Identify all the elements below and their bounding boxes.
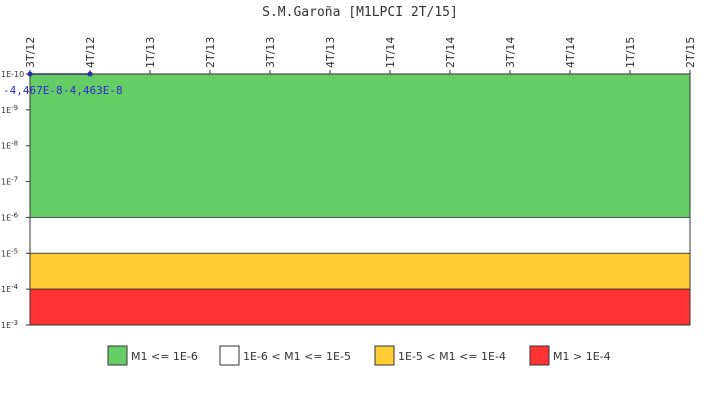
x-tick-label-1: 4T/12 bbox=[84, 37, 97, 68]
legend-label-3: M1 > 1E-4 bbox=[553, 350, 611, 363]
x-tick-label-4: 3T/13 bbox=[264, 37, 277, 68]
x-tick-label-2: 1T/13 bbox=[144, 37, 157, 68]
plot-frame bbox=[29, 73, 691, 326]
x-tick-label-6: 1T/14 bbox=[384, 37, 397, 68]
y-tick-label-4: 1E-6 bbox=[1, 211, 19, 222]
band-1 bbox=[29, 217, 691, 254]
legend: M1 <= 1E-6 1E-6 < M1 <= 1E-5 1E-5 < M1 <= … bbox=[107, 345, 611, 366]
y-tick-label-7: 1E-3 bbox=[1, 319, 18, 330]
data-label-0-1: -4,463E-8 bbox=[63, 84, 123, 97]
x-tick-label-10: 1T/15 bbox=[624, 37, 637, 68]
legend-label-1: 1E-6 < M1 <= 1E-5 bbox=[243, 350, 351, 363]
y-tick-label-5: 1E-5 bbox=[1, 247, 18, 258]
x-tick-label-8: 3T/14 bbox=[504, 37, 517, 68]
band-2 bbox=[29, 252, 691, 290]
bands-layer bbox=[29, 73, 691, 326]
y-tick-label-3: 1E-7 bbox=[1, 176, 18, 187]
y-tick-label-2: 1E-8 bbox=[1, 140, 18, 151]
x-tick-label-7: 2T/14 bbox=[444, 37, 457, 68]
legend-swatch-2 bbox=[374, 345, 395, 366]
x-tick-label-0: 3T/12 bbox=[24, 37, 37, 68]
legend-swatch-0 bbox=[107, 345, 128, 366]
x-tick-label-9: 4T/14 bbox=[564, 37, 577, 68]
series-layer: -4,467E-8 -4,463E-8 bbox=[3, 71, 123, 97]
band-3 bbox=[29, 288, 691, 326]
chart-title: S.M.Garoña [M1LPCI 2T/15] bbox=[262, 5, 458, 20]
band-0 bbox=[29, 73, 691, 218]
legend-label-0: M1 <= 1E-6 bbox=[131, 350, 198, 363]
legend-swatch-1 bbox=[219, 345, 240, 366]
x-tick-label-5: 4T/13 bbox=[324, 37, 337, 68]
legend-label-2: 1E-5 < M1 <= 1E-4 bbox=[398, 350, 506, 363]
x-tick-label-11: 2T/15 bbox=[684, 37, 697, 68]
y-tick-label-6: 1E-4 bbox=[1, 283, 19, 294]
data-label-0-0: -4,467E-8 bbox=[3, 84, 63, 97]
y-axis: 1E-10 1E-9 1E-8 1E-7 1E-6 1E-5 1E-4 1E-3 bbox=[1, 70, 30, 330]
y-tick-label-1: 1E-9 bbox=[1, 104, 18, 115]
legend-swatch-3 bbox=[529, 345, 550, 366]
x-axis: 3T/12 4T/12 1T/13 2T/13 3T/13 4T/13 1T/14 2T/14… bbox=[24, 37, 697, 74]
y-tick-label-0: 1E-10 bbox=[1, 70, 24, 79]
x-tick-label-3: 2T/13 bbox=[204, 37, 217, 68]
